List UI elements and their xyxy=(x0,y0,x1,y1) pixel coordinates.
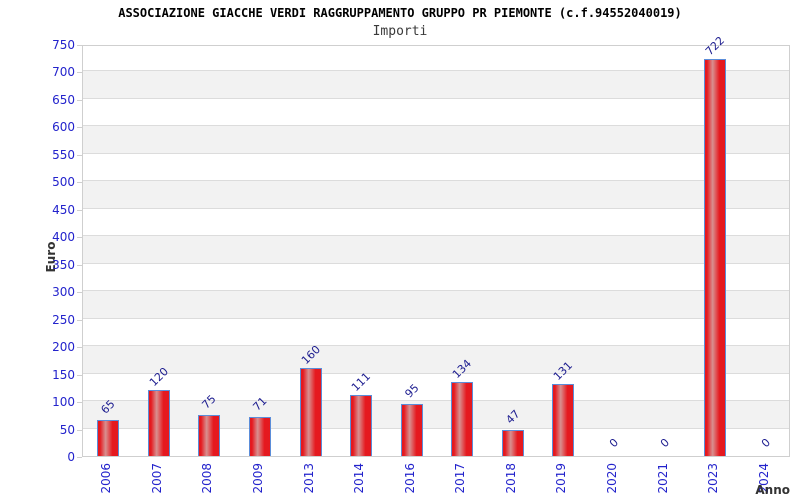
gridline xyxy=(83,400,789,402)
bar xyxy=(147,390,170,456)
y-axis-tick-label: 650 xyxy=(52,92,75,107)
bar xyxy=(501,430,524,456)
y-axis-tick-mark xyxy=(77,182,82,184)
y-axis-tick-label: 100 xyxy=(52,395,75,410)
bar xyxy=(299,368,322,456)
plot-area: 65 120 75 71 160 111 95 134 47 131 0 0 722 0 xyxy=(82,34,790,457)
x-axis-tick-label: 2008 xyxy=(200,463,215,494)
x-axis-tick-label: 2006 xyxy=(99,463,114,494)
bar xyxy=(552,384,575,456)
gridline xyxy=(83,207,789,209)
x-axis-tick-label: 2013 xyxy=(301,463,316,494)
gridline xyxy=(83,290,789,292)
gridline xyxy=(83,345,789,347)
plot-band xyxy=(83,291,789,319)
plot-band xyxy=(83,126,789,154)
bar xyxy=(451,382,474,456)
bar xyxy=(198,414,221,456)
bar-value-label: 0 xyxy=(606,435,622,451)
y-axis-tick-label: 550 xyxy=(52,147,75,162)
y-axis-tick-mark xyxy=(77,45,82,46)
y-axis-tick-mark xyxy=(77,72,82,74)
bar-value-label: 111 xyxy=(349,370,374,395)
chart-title: ASSOCIAZIONE GIACCHE VERDI RAGGRUPPAMENT… xyxy=(118,6,682,20)
gridline xyxy=(83,180,789,182)
y-axis-tick-label: 400 xyxy=(52,230,75,245)
plot-band xyxy=(83,401,789,429)
y-axis-tick-mark xyxy=(77,127,82,129)
y-axis-tick-mark xyxy=(77,154,82,156)
y-axis-tick-mark xyxy=(77,209,82,211)
y-axis-tick-label: 250 xyxy=(52,312,75,327)
x-axis-tick-label: 2020 xyxy=(605,463,619,494)
gridline xyxy=(83,70,789,72)
bar xyxy=(249,417,271,456)
x-axis-tick-label: 2021 xyxy=(655,463,670,494)
y-axis-tick-mark xyxy=(77,347,82,349)
chart-subtitle: Importi xyxy=(372,24,428,39)
y-axis-tick-label: 700 xyxy=(52,65,75,80)
bar xyxy=(97,420,120,456)
x-axis-tick-label: 2019 xyxy=(554,463,569,494)
y-axis-tick-mark xyxy=(77,457,82,458)
y-axis-tick-label: 450 xyxy=(52,202,75,217)
bar-value-label: 0 xyxy=(758,435,773,451)
y-axis-tick-label: 500 xyxy=(52,175,75,190)
x-axis-tick-label: 2018 xyxy=(503,463,518,494)
y-axis-tick-mark xyxy=(77,429,82,431)
y-axis-tick-label: 350 xyxy=(52,257,75,272)
x-axis-tick-label: 2023 xyxy=(706,463,721,494)
y-axis-tick-mark xyxy=(77,319,82,321)
plot-band xyxy=(83,181,789,209)
y-axis-tick-label: 300 xyxy=(52,285,75,300)
plot-band xyxy=(83,346,789,374)
gridline xyxy=(83,125,789,127)
gridline xyxy=(83,427,789,429)
x-axis-tick-label: 2017 xyxy=(453,463,468,494)
y-axis-tick-mark xyxy=(77,264,82,266)
x-axis-tick-label: 2016 xyxy=(402,463,417,494)
y-axis-tick-label: 600 xyxy=(52,120,75,135)
x-axis-tick-label: 2007 xyxy=(149,463,164,494)
y-axis-tick-mark xyxy=(77,237,82,239)
bar xyxy=(704,59,727,456)
gridline xyxy=(83,152,789,154)
y-axis-tick-label: 150 xyxy=(52,367,75,382)
y-axis-tick-label: 50 xyxy=(59,422,75,437)
gridline xyxy=(83,235,789,237)
bar xyxy=(400,403,423,456)
plot-band xyxy=(83,71,789,99)
x-axis-title: Anno xyxy=(755,483,790,497)
gridline xyxy=(83,262,789,264)
bar xyxy=(350,395,373,456)
y-axis-tick-label: 750 xyxy=(52,38,75,52)
gridline xyxy=(83,372,789,374)
y-axis-tick-label: 0 xyxy=(67,450,75,464)
gridline xyxy=(83,317,789,319)
y-axis-tick-mark xyxy=(77,292,82,294)
gridline xyxy=(83,97,789,99)
y-axis-tick-mark xyxy=(77,374,82,376)
x-axis-tick-label: 2014 xyxy=(352,463,367,494)
y-axis-tick-label: 200 xyxy=(52,340,75,355)
x-axis-tick-label: 2009 xyxy=(251,463,265,494)
plot-band xyxy=(83,236,789,264)
y-axis-tick-mark xyxy=(77,402,82,404)
y-axis-tick-mark xyxy=(77,99,82,101)
bar-value-label: 95 xyxy=(402,381,422,401)
bar-value-label: 0 xyxy=(657,435,672,451)
